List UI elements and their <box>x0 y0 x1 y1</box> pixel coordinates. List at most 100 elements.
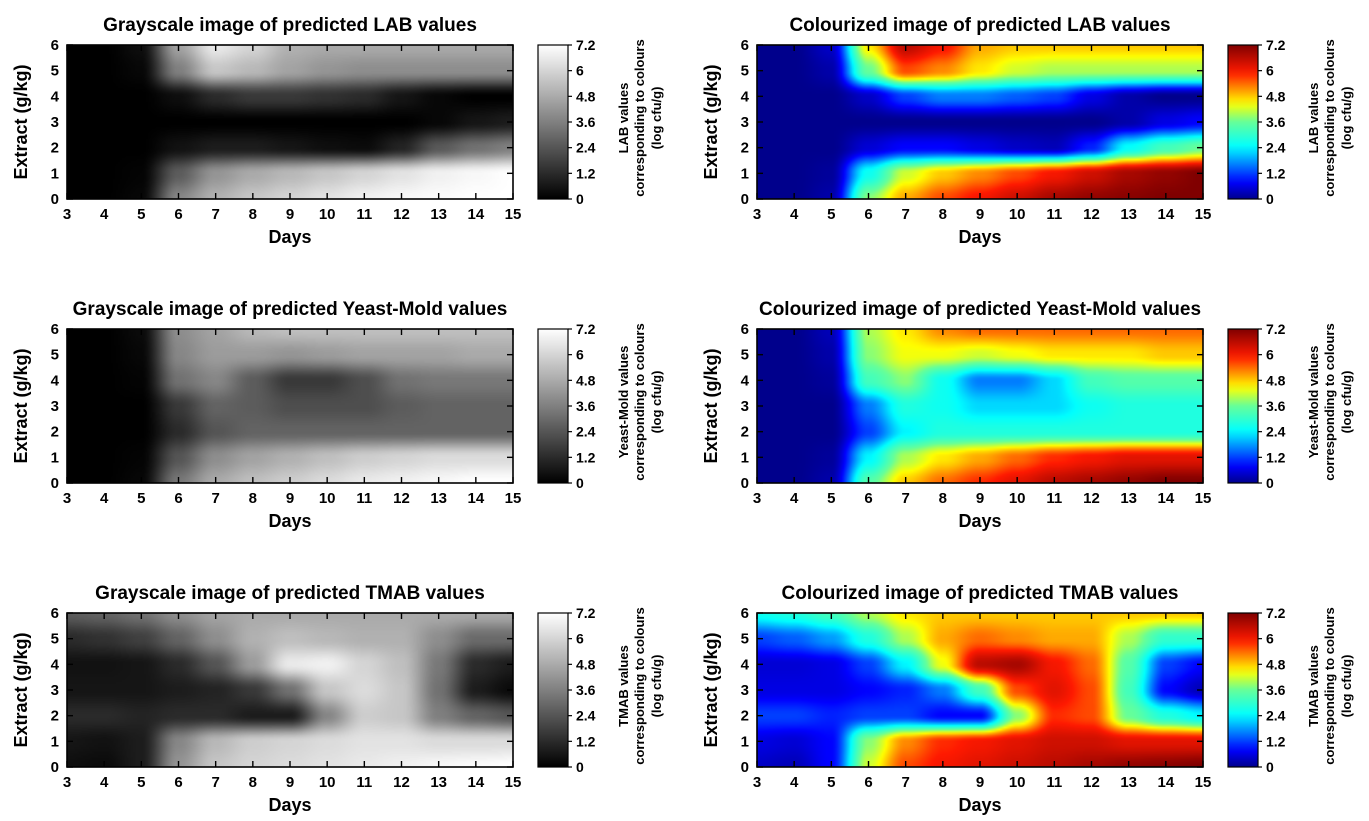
x-tick-label: 13 <box>1120 774 1137 791</box>
colorbar-label-line: LAB values <box>1306 83 1321 154</box>
colorbar-tick-label: 7.2 <box>1266 321 1286 337</box>
colorbar-tick-label: 0 <box>576 475 584 491</box>
x-tick-label: 11 <box>356 206 372 223</box>
x-tick-label: 7 <box>901 206 909 223</box>
colorbar-tick-label: 1.2 <box>576 449 596 465</box>
x-tick-label: 6 <box>864 206 872 223</box>
y-tick-label: 5 <box>51 631 59 648</box>
colorbar-tick-label: 7.2 <box>576 37 596 53</box>
colorbar-label-line: corresponding to colours <box>632 323 647 480</box>
colorbar-tick-label: 1.2 <box>576 733 596 749</box>
chart-title: Colourized image of predicted TMAB value… <box>782 583 1179 604</box>
y-axis-label: Extract (g/kg) <box>701 64 721 179</box>
colorbar <box>537 44 569 200</box>
colorbar-tick-label: 0 <box>576 759 584 775</box>
x-axis-label: Days <box>268 511 311 531</box>
x-tick-label: 12 <box>393 206 410 223</box>
x-tick-label: 7 <box>901 490 909 507</box>
y-axis-label: Extract (g/kg) <box>11 348 31 463</box>
y-tick-label: 1 <box>741 733 749 750</box>
x-tick-label: 8 <box>249 206 257 223</box>
colorbar-label-line: corresponding to colours <box>632 39 647 196</box>
heatmap-surface <box>757 45 1203 199</box>
x-tick-label: 12 <box>1083 490 1100 507</box>
y-tick-label: 2 <box>51 424 59 441</box>
y-tick-label: 1 <box>51 449 59 466</box>
x-tick-label: 15 <box>1195 490 1212 507</box>
x-tick-label: 9 <box>286 206 294 223</box>
colorbar-tick-label: 0 <box>1266 191 1274 207</box>
x-tick-label: 3 <box>63 774 71 791</box>
x-tick-label: 15 <box>505 774 522 791</box>
y-tick-label: 3 <box>51 114 59 131</box>
chart-panel-6: Colourized image of predicted TMAB value… <box>701 583 1354 815</box>
colorbar <box>537 612 569 768</box>
x-tick-label: 14 <box>1157 774 1174 791</box>
x-tick-label: 6 <box>174 490 182 507</box>
colorbar-tick-label: 6 <box>576 631 584 647</box>
x-tick-label: 4 <box>100 206 109 223</box>
colorbar-tick-label: 2.4 <box>1266 424 1286 440</box>
colorbar-label-line: TMAB values <box>1306 645 1321 727</box>
x-tick-label: 10 <box>319 774 336 791</box>
colorbar-tick-label: 6 <box>1266 631 1274 647</box>
x-tick-label: 11 <box>1046 490 1062 507</box>
y-tick-label: 2 <box>741 424 749 441</box>
x-tick-label: 11 <box>356 490 372 507</box>
colorbar-tick-label: 3.6 <box>1266 682 1286 698</box>
x-tick-label: 3 <box>753 490 761 507</box>
colorbar-label-line: LAB values <box>616 83 631 154</box>
y-tick-label: 5 <box>51 63 59 80</box>
colorbar <box>1227 328 1259 484</box>
x-axis-label: Days <box>958 511 1001 531</box>
y-tick-label: 3 <box>51 682 59 699</box>
colorbar-tick-label: 4.8 <box>576 88 596 104</box>
colorbar-tick-label: 0 <box>1266 759 1274 775</box>
y-tick-label: 5 <box>741 347 749 364</box>
x-tick-label: 14 <box>1157 206 1174 223</box>
x-tick-label: 13 <box>430 490 447 507</box>
colorbar-tick-label: 1.2 <box>1266 449 1286 465</box>
colorbar-tick-label: 3.6 <box>576 114 596 130</box>
colorbar-tick-label: 2.4 <box>1266 140 1286 156</box>
x-tick-label: 15 <box>505 490 522 507</box>
x-tick-label: 8 <box>939 206 947 223</box>
x-tick-label: 8 <box>939 774 947 791</box>
x-tick-label: 4 <box>100 774 109 791</box>
y-tick-label: 1 <box>741 165 749 182</box>
x-tick-label: 11 <box>1046 774 1062 791</box>
colorbar-tick-label: 3.6 <box>1266 398 1286 414</box>
x-tick-label: 5 <box>827 206 835 223</box>
colorbar <box>537 328 569 484</box>
y-tick-label: 5 <box>741 63 749 80</box>
colorbar-tick-label: 1.2 <box>1266 165 1286 181</box>
x-tick-label: 4 <box>790 774 799 791</box>
y-tick-label: 0 <box>51 475 59 492</box>
y-tick-label: 4 <box>51 372 60 389</box>
x-tick-label: 6 <box>864 774 872 791</box>
colorbar-tick-label: 3.6 <box>1266 114 1286 130</box>
y-tick-label: 4 <box>51 656 60 673</box>
heatmap-surface <box>757 613 1203 767</box>
y-tick-label: 5 <box>741 631 749 648</box>
y-tick-label: 3 <box>741 398 749 415</box>
y-tick-label: 6 <box>51 605 59 622</box>
x-tick-label: 9 <box>976 774 984 791</box>
colorbar-tick-label: 7.2 <box>576 321 596 337</box>
x-tick-label: 11 <box>356 774 372 791</box>
chart-title: Grayscale image of predicted LAB values <box>103 15 477 36</box>
colorbar-tick-label: 2.4 <box>576 140 596 156</box>
x-tick-label: 10 <box>319 490 336 507</box>
x-axis-label: Days <box>268 227 311 247</box>
y-tick-label: 2 <box>51 708 59 725</box>
y-tick-label: 4 <box>51 88 60 105</box>
x-tick-label: 13 <box>430 206 447 223</box>
x-tick-label: 15 <box>505 206 522 223</box>
colorbar-label-line: (log cfu/g) <box>1339 371 1354 434</box>
x-tick-label: 14 <box>467 490 484 507</box>
x-tick-label: 6 <box>864 490 872 507</box>
y-tick-label: 4 <box>741 656 750 673</box>
chart-title: Colourized image of predicted Yeast-Mold… <box>759 299 1201 320</box>
x-tick-label: 9 <box>286 774 294 791</box>
